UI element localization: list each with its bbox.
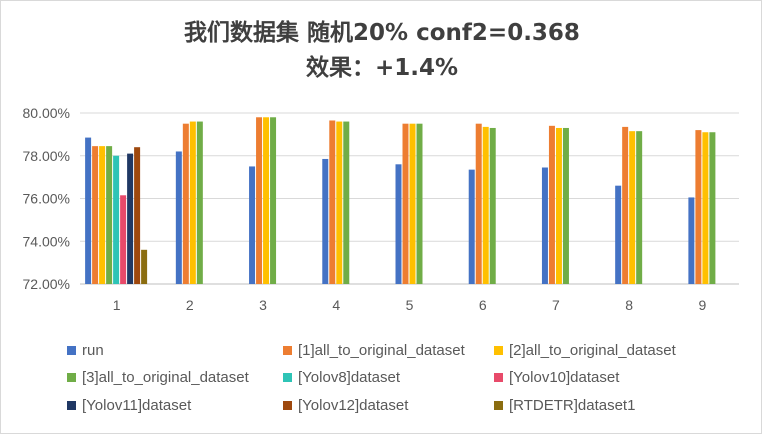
bar <box>402 123 409 284</box>
legend-swatch <box>283 345 292 355</box>
legend-swatch <box>283 400 292 410</box>
bar <box>416 123 423 284</box>
bar <box>695 130 702 284</box>
y-tick-label: 80.00% <box>23 105 70 121</box>
bar <box>189 121 196 284</box>
chart-subtitle: 效果：+1.4% <box>305 55 459 81</box>
bar <box>196 121 203 284</box>
chart-title: 我们数据集 随机20% conf2=0.368 <box>184 20 580 46</box>
bar <box>249 166 256 284</box>
legend-item: [Yolov10]dataset <box>494 368 619 386</box>
bar <box>322 158 329 284</box>
bar <box>629 131 636 284</box>
legend-swatch <box>494 345 503 355</box>
y-tick-label: 74.00% <box>23 233 70 249</box>
legend-label: [Yolov12]dataset <box>298 396 409 414</box>
bar <box>106 146 113 284</box>
bar <box>615 185 622 284</box>
x-tick-label: 8 <box>625 297 633 313</box>
bar <box>343 121 350 284</box>
x-tick-label: 5 <box>406 297 414 313</box>
bar <box>688 197 695 284</box>
bar <box>468 169 475 284</box>
x-tick-label: 6 <box>479 297 487 313</box>
legend-item: [3]all_to_original_dataset <box>67 368 249 386</box>
bar <box>395 164 402 284</box>
bar <box>562 127 569 285</box>
legend-swatch <box>67 372 76 382</box>
bar <box>134 147 141 284</box>
y-tick-label: 78.00% <box>23 148 70 164</box>
bar <box>541 167 548 284</box>
legend-label: [Yolov8]dataset <box>298 368 401 386</box>
bar <box>548 125 555 284</box>
legend-item: [Yolov8]dataset <box>283 368 400 386</box>
legend-label: [2]all_to_original_dataset <box>509 341 676 359</box>
legend-swatch <box>67 400 76 410</box>
x-tick-label: 4 <box>332 297 340 313</box>
bar <box>409 123 416 284</box>
legend-label: run <box>82 341 104 359</box>
bar <box>329 120 336 284</box>
x-tick-label: 2 <box>186 297 194 313</box>
bar <box>336 121 343 284</box>
x-tick-label: 9 <box>698 297 706 313</box>
bar <box>120 195 127 284</box>
legend-label: [Yolov11]dataset <box>82 396 192 414</box>
legend-swatch <box>494 372 503 382</box>
bar <box>127 153 134 284</box>
bar <box>489 127 496 285</box>
bar <box>99 146 106 284</box>
legend-label: [RTDETR]dataset1 <box>509 396 636 414</box>
legend-label: [3]all_to_original_dataset <box>82 368 249 386</box>
y-tick-label: 72.00% <box>23 276 70 292</box>
bar <box>475 123 482 284</box>
bar <box>270 117 277 285</box>
bar <box>92 146 99 284</box>
bar <box>636 131 643 284</box>
bar <box>141 249 148 284</box>
legend-item: [1]all_to_original_dataset <box>283 341 465 359</box>
bar <box>256 117 263 285</box>
legend-label: [Yolov10]dataset <box>509 368 620 386</box>
bar <box>175 151 182 284</box>
x-tick-label: 1 <box>113 297 121 313</box>
legend-item: [2]all_to_original_dataset <box>494 341 676 359</box>
legend-swatch <box>67 345 76 355</box>
x-tick-label: 3 <box>259 297 267 313</box>
bar <box>113 155 120 284</box>
bar <box>702 132 709 284</box>
bar <box>709 132 716 284</box>
legend-swatch <box>283 372 292 382</box>
bar <box>482 126 489 284</box>
legend-item: run <box>67 341 104 359</box>
bar <box>85 137 92 284</box>
y-tick-label: 76.00% <box>23 191 70 207</box>
legend-swatch <box>494 400 503 410</box>
bar <box>622 126 629 284</box>
legend-item: [Yolov12]dataset <box>283 396 408 414</box>
bar <box>263 117 270 285</box>
legend-item: [Yolov11]dataset <box>67 396 191 414</box>
x-tick-label: 7 <box>552 297 560 313</box>
legend-label: [1]all_to_original_dataset <box>298 341 465 359</box>
legend-item: [RTDETR]dataset1 <box>494 396 635 414</box>
bar <box>555 127 562 285</box>
bar <box>182 123 189 284</box>
